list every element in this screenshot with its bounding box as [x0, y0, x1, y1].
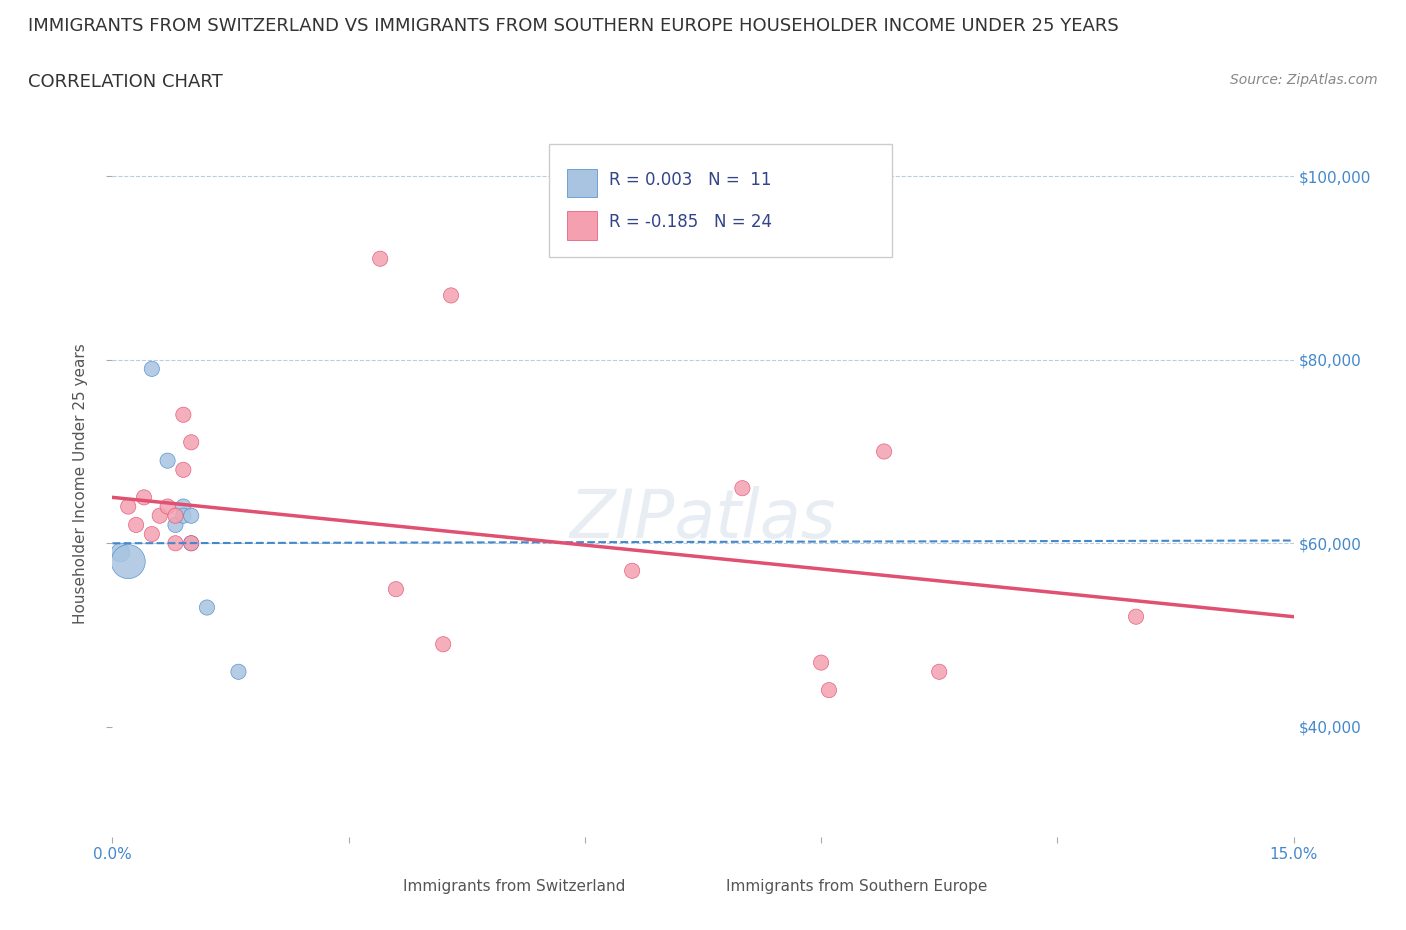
- Point: [385, 582, 408, 597]
- Point: [172, 499, 194, 514]
- Text: IMMIGRANTS FROM SWITZERLAND VS IMMIGRANTS FROM SOUTHERN EUROPE HOUSEHOLDER INCOM: IMMIGRANTS FROM SWITZERLAND VS IMMIGRANT…: [28, 17, 1119, 34]
- Point: [928, 664, 950, 679]
- Point: [132, 490, 155, 505]
- Text: CORRELATION CHART: CORRELATION CHART: [28, 73, 224, 90]
- Point: [165, 517, 187, 532]
- Point: [1125, 609, 1147, 624]
- Text: Immigrants from Switzerland: Immigrants from Switzerland: [404, 879, 626, 894]
- Point: [195, 600, 218, 615]
- Point: [172, 407, 194, 422]
- Point: [117, 499, 139, 514]
- Point: [810, 655, 832, 670]
- Point: [228, 664, 250, 679]
- Point: [172, 509, 194, 524]
- Point: [873, 444, 896, 458]
- Point: [818, 683, 841, 698]
- Point: [440, 288, 463, 303]
- Point: [180, 536, 202, 551]
- Point: [165, 536, 187, 551]
- FancyBboxPatch shape: [567, 211, 596, 240]
- FancyBboxPatch shape: [567, 169, 596, 197]
- Point: [156, 453, 179, 468]
- Point: [621, 564, 644, 578]
- Point: [141, 526, 163, 541]
- Point: [125, 517, 148, 532]
- Text: Immigrants from Southern Europe: Immigrants from Southern Europe: [725, 879, 987, 894]
- FancyBboxPatch shape: [360, 872, 389, 897]
- Point: [165, 509, 187, 524]
- FancyBboxPatch shape: [692, 872, 721, 897]
- Text: ZIPatlas: ZIPatlas: [569, 486, 837, 551]
- Y-axis label: Householder Income Under 25 years: Householder Income Under 25 years: [73, 343, 89, 624]
- Point: [110, 545, 132, 560]
- Point: [180, 509, 202, 524]
- Point: [180, 536, 202, 551]
- Point: [180, 435, 202, 450]
- Point: [149, 509, 172, 524]
- Point: [432, 637, 454, 652]
- Point: [172, 462, 194, 477]
- Point: [731, 481, 754, 496]
- Point: [368, 251, 391, 266]
- Text: Source: ZipAtlas.com: Source: ZipAtlas.com: [1230, 73, 1378, 86]
- Point: [141, 362, 163, 377]
- Point: [550, 232, 572, 247]
- Text: R = -0.185   N = 24: R = -0.185 N = 24: [609, 213, 772, 231]
- Point: [117, 554, 139, 569]
- FancyBboxPatch shape: [550, 144, 891, 258]
- Text: R = 0.003   N =  11: R = 0.003 N = 11: [609, 171, 770, 189]
- Point: [156, 499, 179, 514]
